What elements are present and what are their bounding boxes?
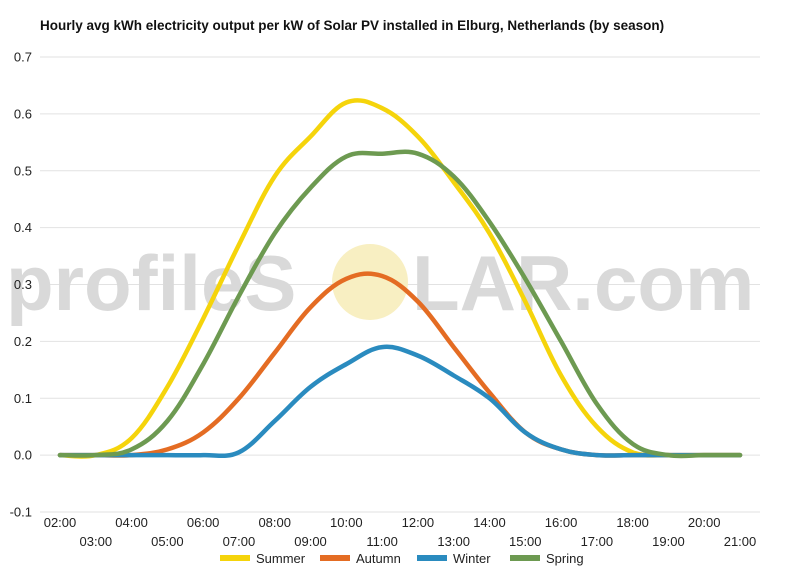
y-axis-ticks: -0.1 0.0 0.1 0.2 0.3 0.4 0.5 0.6 0.7 xyxy=(10,50,32,520)
x-tick-label: 21:00 xyxy=(724,534,757,549)
y-tick-label: 0.5 xyxy=(14,163,32,178)
x-tick-label: 15:00 xyxy=(509,534,542,549)
x-tick-label: 18:00 xyxy=(616,515,649,530)
chart-title: Hourly avg kWh electricity output per kW… xyxy=(40,18,665,33)
legend-label-summer: Summer xyxy=(256,551,306,566)
x-tick-label: 07:00 xyxy=(223,534,256,549)
watermark: profileS LAR.com xyxy=(6,239,754,327)
series-line-summer xyxy=(57,98,743,459)
x-tick-label: 04:00 xyxy=(115,515,148,530)
x-tick-label: 06:00 xyxy=(187,515,220,530)
y-tick-label: 0.7 xyxy=(14,50,32,65)
x-tick-label: 13:00 xyxy=(437,534,470,549)
series-line-winter xyxy=(57,344,743,459)
x-tick-label: 12:00 xyxy=(402,515,435,530)
x-tick-label: 14:00 xyxy=(473,515,506,530)
x-tick-label: 20:00 xyxy=(688,515,721,530)
x-tick-label: 05:00 xyxy=(151,534,184,549)
x-tick-label: 11:00 xyxy=(366,534,398,549)
legend-label-autumn: Autumn xyxy=(356,551,401,566)
x-tick-label: 19:00 xyxy=(652,534,685,549)
x-tick-label: 10:00 xyxy=(330,515,363,530)
legend-swatch-winter xyxy=(417,555,447,561)
legend-swatch-spring xyxy=(510,555,540,561)
legend-label-spring: Spring xyxy=(546,551,584,566)
y-tick-label: 0.2 xyxy=(14,334,32,349)
y-tick-label: 0.1 xyxy=(14,391,32,406)
y-tick-label: 0.4 xyxy=(14,220,32,235)
legend-swatch-autumn xyxy=(320,555,350,561)
x-tick-label: 17:00 xyxy=(581,534,614,549)
watermark-text-left: profileS xyxy=(6,239,296,327)
x-tick-label: 08:00 xyxy=(258,515,291,530)
watermark-sun-icon xyxy=(332,244,408,320)
legend-label-winter: Winter xyxy=(453,551,491,566)
y-tick-label: 0.0 xyxy=(14,448,32,463)
x-tick-label: 16:00 xyxy=(545,515,578,530)
y-tick-label: 0.3 xyxy=(14,277,32,292)
x-tick-label: 09:00 xyxy=(294,534,327,549)
x-tick-label: 03:00 xyxy=(80,534,113,549)
series-lines xyxy=(57,98,743,459)
x-tick-label: 02:00 xyxy=(44,515,77,530)
y-tick-label: 0.6 xyxy=(14,106,32,121)
legend-swatch-summer xyxy=(220,555,250,561)
series-line-spring xyxy=(57,149,743,459)
y-tick-label: -0.1 xyxy=(10,505,32,520)
x-axis-ticks: 02:0003:0004:0005:0006:0007:0008:0009:00… xyxy=(44,515,757,549)
watermark-text-right: LAR.com xyxy=(412,239,754,327)
legend: Summer Autumn Winter Spring xyxy=(220,551,584,566)
